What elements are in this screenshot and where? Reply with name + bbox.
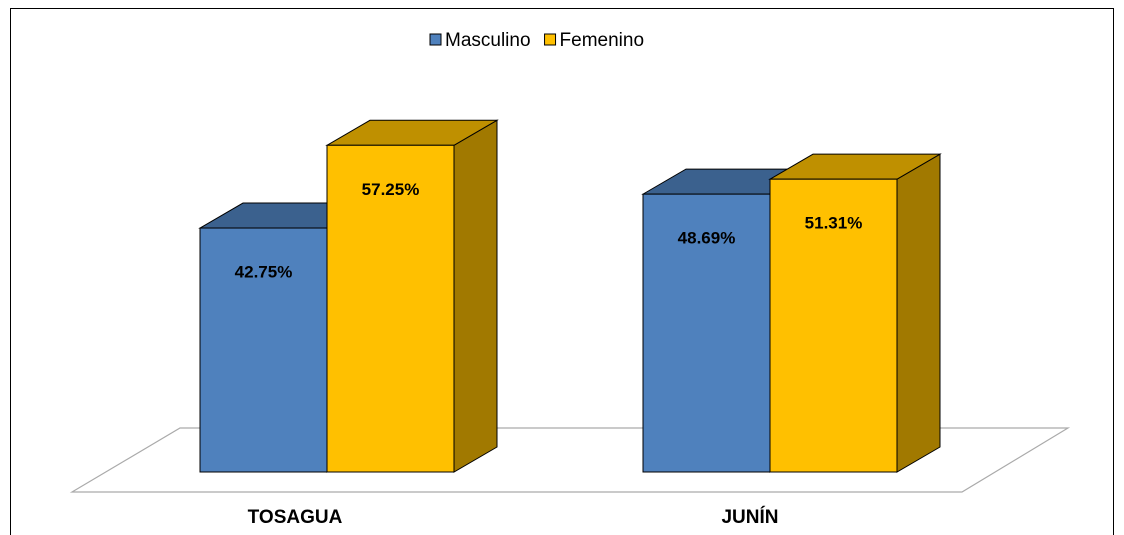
- bar: [326, 144, 455, 473]
- legend-label: Femenino: [560, 30, 645, 51]
- value-label: 51.31%: [805, 214, 863, 233]
- bar-side: [453, 119, 498, 473]
- legend-label: Masculino: [445, 30, 531, 51]
- legend-swatch: [544, 33, 557, 46]
- x-tick-label: TOSAGUA: [248, 507, 343, 528]
- bar: [642, 193, 771, 473]
- bar-side: [896, 153, 941, 473]
- value-label: 57.25%: [362, 180, 420, 199]
- x-tick-label: JUNÍN: [721, 506, 778, 528]
- chart-frame: [10, 8, 1114, 535]
- value-label: 42.75%: [235, 263, 293, 282]
- value-label: 48.69%: [678, 229, 736, 248]
- legend-swatch: [429, 33, 442, 46]
- bar: [769, 178, 898, 473]
